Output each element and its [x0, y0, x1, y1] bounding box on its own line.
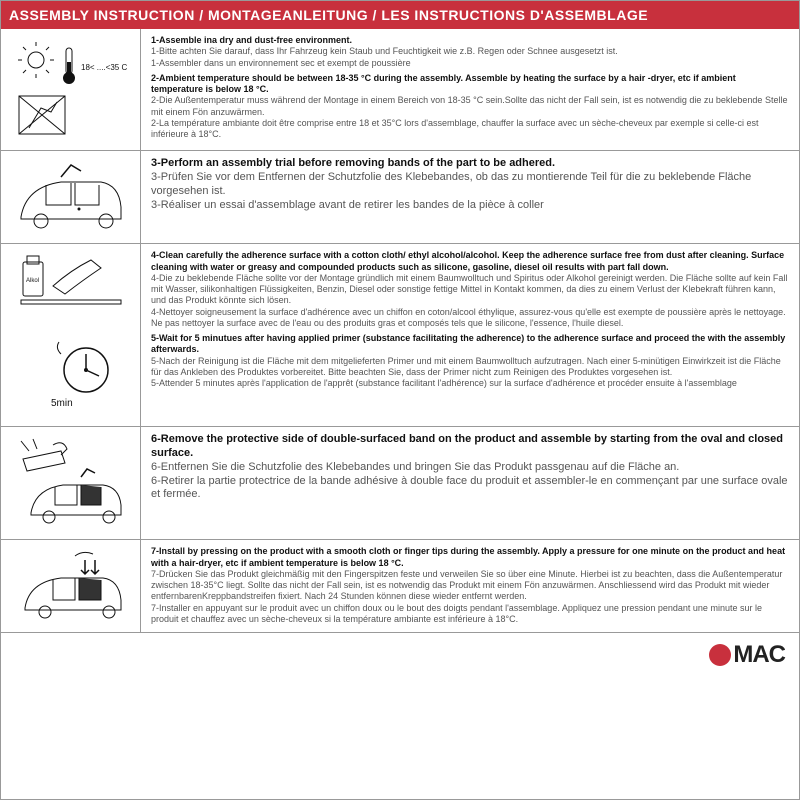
icon-clean-wait: Alkol 5min [1, 244, 141, 426]
instruction-row: 3-Perform an assembly trial before remov… [1, 151, 799, 244]
svg-text:Alkol: Alkol [26, 278, 39, 284]
step5-fr: 5-Attender 5 minutes après l'application… [151, 378, 789, 389]
step4-de: 4-Die zu beklebende Fläche sollte vor de… [151, 273, 789, 307]
icon-car-trial [1, 151, 141, 243]
step6-de: 6-Entfernen Sie die Schutzfolie des Kleb… [151, 461, 789, 475]
wait-time-label: 5min [51, 398, 73, 409]
icon-press-install [1, 540, 141, 632]
logo-text: MAC [733, 641, 785, 669]
instruction-row: 18< ....<35 C 1-Assemble ina dry and dus… [1, 29, 799, 151]
step1-de: 1-Bitte achten Sie darauf, dass Ihr Fahr… [151, 46, 789, 57]
temp-range-label: 18< ....<35 C [81, 63, 127, 72]
text-step-3: 3-Perform an assembly trial before remov… [141, 151, 799, 243]
step1-fr: 1-Assembler dans un environnement sec et… [151, 58, 789, 69]
text-steps-4-5: 4-Clean carefully the adherence surface … [141, 244, 799, 426]
step3-fr: 3-Réaliser un essai d'assemblage avant d… [151, 199, 789, 213]
step6-en: 6-Remove the protective side of double-s… [151, 433, 789, 461]
step3-en: 3-Perform an assembly trial before remov… [151, 157, 789, 171]
step7-fr: 7-Installer en appuyant sur le produit a… [151, 603, 789, 626]
instruction-body: 18< ....<35 C 1-Assemble ina dry and dus… [1, 29, 799, 799]
icon-temp-dry: 18< ....<35 C [1, 29, 141, 150]
step4-fr: 4-Nettoyer soigneusement la surface d'ad… [151, 307, 789, 330]
instruction-row: Alkol 5min 4-Clean carefully the adheren… [1, 244, 799, 427]
step5-en: 5-Wait for 5 minutues after having appli… [151, 333, 789, 356]
footer-logo: MAC [1, 633, 799, 675]
step1-en: 1-Assemble ina dry and dust-free environ… [151, 35, 789, 46]
logo-dot-icon [709, 644, 731, 666]
instruction-row: 6-Remove the protective side of double-s… [1, 427, 799, 540]
text-step-6: 6-Remove the protective side of double-s… [141, 427, 799, 539]
instruction-sheet: ASSEMBLY INSTRUCTION / MONTAGEANLEITUNG … [0, 0, 800, 800]
icon-peel-apply [1, 427, 141, 539]
instruction-row: 7-Install by pressing on the product wit… [1, 540, 799, 633]
step7-en: 7-Install by pressing on the product wit… [151, 546, 789, 569]
text-step-7: 7-Install by pressing on the product wit… [141, 540, 799, 632]
step6-fr: 6-Retirer la partie protectrice de la ba… [151, 475, 789, 503]
step2-de: 2-Die Außentemperatur muss während der M… [151, 95, 789, 118]
step4-en: 4-Clean carefully the adherence surface … [151, 250, 789, 273]
step7-de: 7-Drücken Sie das Produkt gleichmäßig mi… [151, 569, 789, 603]
text-steps-1-2: 1-Assemble ina dry and dust-free environ… [141, 29, 799, 150]
step2-fr: 2-La température ambiante doit être comp… [151, 118, 789, 141]
step5-de: 5-Nach der Reinigung ist die Fläche mit … [151, 356, 789, 379]
step2-en: 2-Ambient temperature should be between … [151, 73, 789, 96]
step3-de: 3-Prüfen Sie vor dem Entfernen der Schut… [151, 171, 789, 199]
header-bar: ASSEMBLY INSTRUCTION / MONTAGEANLEITUNG … [1, 1, 799, 29]
